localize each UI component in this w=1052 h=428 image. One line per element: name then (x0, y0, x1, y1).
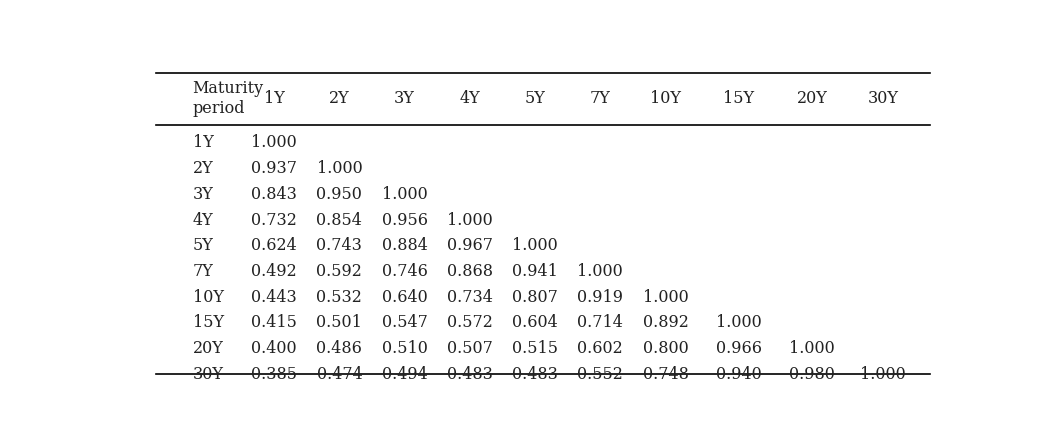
Text: 1.000: 1.000 (382, 186, 427, 203)
Text: 0.892: 0.892 (643, 315, 688, 331)
Text: 1.000: 1.000 (716, 315, 762, 331)
Text: 10Y: 10Y (193, 289, 224, 306)
Text: 0.743: 0.743 (317, 237, 362, 254)
Text: 7Y: 7Y (590, 90, 611, 107)
Text: 7Y: 7Y (193, 263, 214, 280)
Text: 0.746: 0.746 (382, 263, 427, 280)
Text: 0.483: 0.483 (512, 366, 558, 383)
Text: 4Y: 4Y (193, 211, 214, 229)
Text: 0.714: 0.714 (578, 315, 623, 331)
Text: 0.474: 0.474 (317, 366, 362, 383)
Text: 1.000: 1.000 (789, 340, 835, 357)
Text: 0.980: 0.980 (789, 366, 835, 383)
Text: 0.510: 0.510 (382, 340, 427, 357)
Text: 1.000: 1.000 (447, 211, 492, 229)
Text: 0.732: 0.732 (251, 211, 297, 229)
Text: 0.800: 0.800 (643, 340, 688, 357)
Text: 0.956: 0.956 (382, 211, 427, 229)
Text: 15Y: 15Y (724, 90, 754, 107)
Text: 1.000: 1.000 (861, 366, 906, 383)
Text: 1.000: 1.000 (317, 160, 362, 177)
Text: 0.552: 0.552 (578, 366, 623, 383)
Text: 0.415: 0.415 (251, 315, 297, 331)
Text: 0.515: 0.515 (512, 340, 558, 357)
Text: 0.950: 0.950 (317, 186, 362, 203)
Text: 0.532: 0.532 (317, 289, 362, 306)
Text: 0.483: 0.483 (447, 366, 492, 383)
Text: 0.884: 0.884 (382, 237, 427, 254)
Text: 0.748: 0.748 (643, 366, 688, 383)
Text: 10Y: 10Y (650, 90, 681, 107)
Text: 30Y: 30Y (193, 366, 224, 383)
Text: 0.868: 0.868 (447, 263, 492, 280)
Text: 0.854: 0.854 (317, 211, 362, 229)
Text: 0.492: 0.492 (251, 263, 297, 280)
Text: 5Y: 5Y (525, 90, 546, 107)
Text: 0.400: 0.400 (251, 340, 297, 357)
Text: 1.000: 1.000 (512, 237, 558, 254)
Text: 1.000: 1.000 (251, 134, 297, 152)
Text: 0.494: 0.494 (382, 366, 427, 383)
Text: 4Y: 4Y (460, 90, 480, 107)
Text: 0.843: 0.843 (251, 186, 297, 203)
Text: 0.966: 0.966 (716, 340, 762, 357)
Text: 0.734: 0.734 (447, 289, 492, 306)
Text: 0.807: 0.807 (512, 289, 558, 306)
Text: 3Y: 3Y (394, 90, 416, 107)
Text: 0.602: 0.602 (578, 340, 623, 357)
Text: 0.941: 0.941 (512, 263, 558, 280)
Text: 0.501: 0.501 (317, 315, 362, 331)
Text: 0.604: 0.604 (512, 315, 558, 331)
Text: 1.000: 1.000 (578, 263, 623, 280)
Text: 15Y: 15Y (193, 315, 224, 331)
Text: 0.937: 0.937 (251, 160, 297, 177)
Text: 0.640: 0.640 (382, 289, 427, 306)
Text: 0.385: 0.385 (251, 366, 297, 383)
Text: 0.572: 0.572 (447, 315, 492, 331)
Text: 2Y: 2Y (329, 90, 349, 107)
Text: 0.940: 0.940 (716, 366, 762, 383)
Text: 0.919: 0.919 (578, 289, 623, 306)
Text: 20Y: 20Y (796, 90, 828, 107)
Text: 2Y: 2Y (193, 160, 214, 177)
Text: 3Y: 3Y (193, 186, 214, 203)
Text: Maturity
period: Maturity period (193, 80, 264, 117)
Text: 1.000: 1.000 (643, 289, 688, 306)
Text: 1Y: 1Y (193, 134, 214, 152)
Text: 20Y: 20Y (193, 340, 223, 357)
Text: 1Y: 1Y (264, 90, 285, 107)
Text: 0.547: 0.547 (382, 315, 427, 331)
Text: 5Y: 5Y (193, 237, 214, 254)
Text: 0.486: 0.486 (317, 340, 362, 357)
Text: 0.443: 0.443 (251, 289, 297, 306)
Text: 0.592: 0.592 (317, 263, 362, 280)
Text: 30Y: 30Y (868, 90, 898, 107)
Text: 0.507: 0.507 (447, 340, 492, 357)
Text: 0.624: 0.624 (251, 237, 297, 254)
Text: 0.967: 0.967 (447, 237, 492, 254)
